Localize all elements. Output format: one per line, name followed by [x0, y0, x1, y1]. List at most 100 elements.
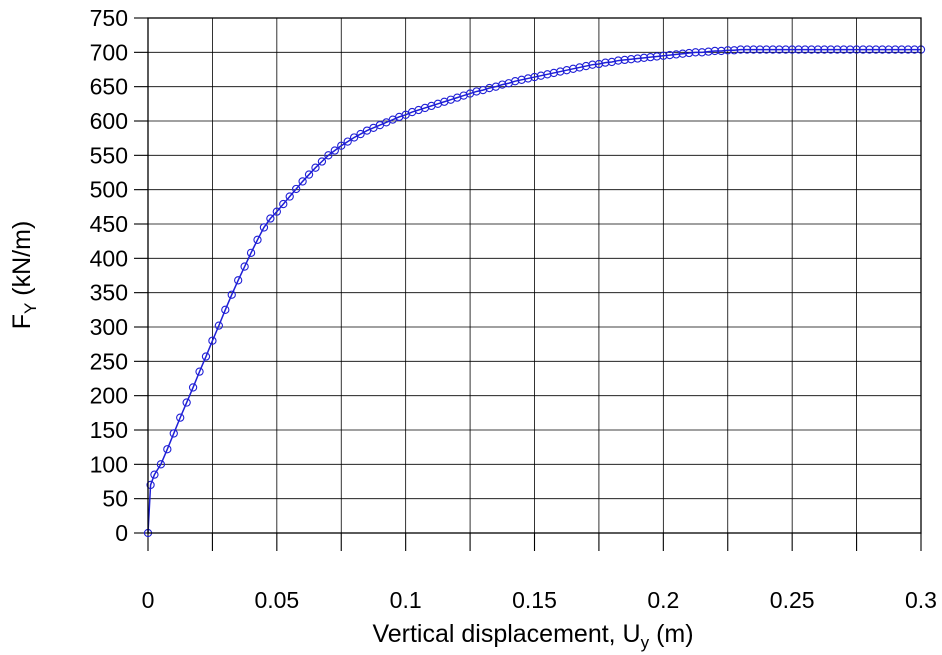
data-point: [311, 163, 320, 172]
data-point: [176, 413, 185, 422]
data-series: [143, 45, 926, 538]
data-point: [871, 45, 881, 54]
x-tick-label: 0.15: [512, 587, 557, 613]
data-point: [266, 214, 275, 223]
y-axis-title-main: F: [8, 314, 36, 329]
y-tick-label: 650: [90, 74, 128, 100]
y-tick-label: 750: [90, 5, 128, 31]
x-axis-title-subscript: y: [641, 633, 650, 652]
data-point: [755, 45, 765, 54]
y-tick-label: 0: [115, 520, 128, 546]
x-tick-label: 0.05: [254, 587, 299, 613]
y-tick-label: 400: [90, 245, 128, 271]
data-point: [530, 72, 539, 82]
y-tick-label: 100: [90, 451, 128, 477]
data-point: [549, 68, 558, 78]
y-tick-label: 200: [90, 383, 128, 409]
data-point: [169, 429, 178, 438]
x-tick-label: 0.2: [647, 587, 679, 613]
data-point: [330, 146, 339, 155]
data-point: [298, 177, 307, 186]
data-point: [285, 192, 294, 201]
data-point: [246, 248, 256, 257]
data-point: [691, 48, 700, 57]
data-point: [523, 74, 533, 83]
data-point: [356, 129, 365, 139]
x-axis-title: Vertical displacement, Uy (m): [372, 620, 693, 652]
data-point: [511, 77, 520, 86]
data-point: [253, 235, 262, 244]
data-point: [188, 383, 198, 392]
data-point: [214, 321, 224, 330]
data-point: [878, 45, 887, 54]
data-point: [543, 70, 552, 79]
data-point: [472, 87, 481, 96]
x-tick-label: 0: [142, 587, 155, 613]
y-axis-title-subscript: Y: [21, 303, 40, 314]
data-point: [736, 45, 745, 54]
data-point: [639, 53, 649, 62]
data-point: [581, 61, 591, 71]
data-point: [259, 223, 269, 232]
y-axis-title: FY (kN/m): [8, 221, 40, 330]
data-point: [240, 262, 249, 271]
data-point: [317, 157, 327, 166]
data-point: [833, 45, 842, 54]
data-point: [697, 48, 707, 57]
data-point: [614, 56, 623, 65]
data-point: [150, 470, 159, 479]
data-point: [556, 67, 565, 76]
data-point: [227, 290, 236, 299]
data-point: [485, 83, 494, 93]
data-point: [665, 50, 674, 60]
data-point: [807, 45, 816, 54]
data-point: [903, 45, 913, 54]
data-point: [717, 46, 726, 56]
data-point: [730, 46, 739, 55]
data-point: [575, 63, 584, 72]
y-tick-label: 600: [90, 108, 128, 134]
data-point: [646, 52, 655, 62]
data-point: [536, 71, 546, 80]
y-tick-label: 550: [90, 142, 128, 168]
data-point: [710, 46, 720, 56]
data-point: [569, 64, 578, 73]
data-point: [517, 75, 526, 84]
data-point: [659, 51, 668, 60]
data-point: [620, 55, 629, 65]
y-tick-label: 350: [90, 280, 128, 306]
y-tick-labels: 0 50 100 150 200 250 300 350 400 450 500 550 600 650 7…: [90, 5, 128, 546]
data-point: [498, 80, 507, 89]
data-point: [156, 460, 166, 469]
data-point: [337, 141, 346, 150]
data-point: [742, 45, 752, 54]
data-point: [594, 59, 604, 69]
data-point: [272, 207, 281, 216]
data-point: [884, 45, 893, 54]
data-point: [845, 45, 855, 54]
data-point: [343, 137, 352, 146]
data-point: [891, 45, 900, 54]
data-point: [813, 45, 823, 54]
data-point: [208, 336, 217, 345]
data-point: [349, 133, 359, 142]
data-point: [607, 57, 616, 67]
data-point: [684, 48, 694, 58]
data-point: [768, 45, 777, 54]
data-point: [672, 50, 681, 59]
y-axis-title-unit: (kN/m): [8, 221, 36, 303]
grid-lines: [147, 17, 922, 534]
x-tick-label: 0.1: [390, 587, 422, 613]
data-point: [839, 45, 848, 54]
x-tick-label: 0.25: [770, 587, 815, 613]
data-point: [633, 54, 642, 63]
data-point: [910, 45, 919, 54]
data-point: [163, 445, 172, 454]
data-point: [562, 66, 571, 75]
x-tick-labels: 0 0.05 0.1 0.15 0.2 0.25 0.3: [142, 587, 937, 613]
data-point: [723, 46, 732, 55]
data-point: [858, 45, 868, 54]
data-point: [234, 276, 243, 285]
data-point: [794, 45, 803, 54]
